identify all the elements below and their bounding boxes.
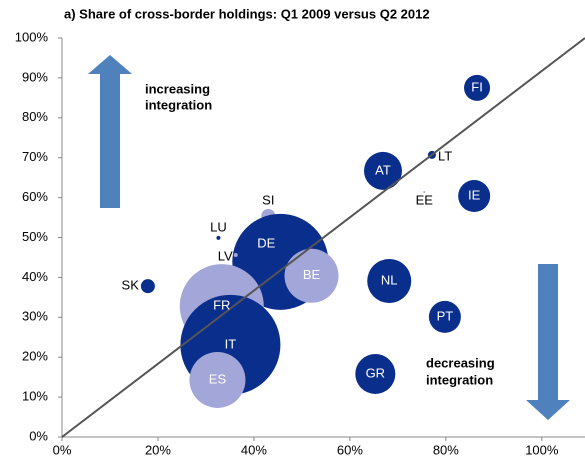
y-tick-label: 20% (22, 349, 48, 364)
bubble-label: PT (437, 308, 454, 323)
y-tick-label: 80% (22, 109, 48, 124)
bubble-label: LU (210, 219, 227, 234)
y-tick-label: 50% (22, 229, 48, 244)
bubble-label: IE (468, 187, 481, 202)
y-tick-label: 0% (29, 428, 48, 443)
y-tick-label: 90% (22, 69, 48, 84)
y-tick-label: 40% (22, 269, 48, 284)
bubble-label: AT (375, 162, 391, 177)
bubble (464, 74, 491, 101)
y-tick-label: 10% (22, 389, 48, 404)
down-arrow (526, 264, 570, 420)
x-tick-label: 60% (337, 442, 363, 457)
bubble-label: NL (381, 272, 398, 287)
bubble (233, 253, 238, 258)
y-tick-label: 70% (22, 149, 48, 164)
annotation: integration (145, 97, 212, 112)
bubble-label: SK (122, 278, 140, 293)
bubble-label: FR (213, 298, 230, 313)
annotation: increasing (145, 81, 210, 96)
x-tick-label: 0% (53, 442, 72, 457)
bubble (363, 151, 402, 190)
x-tick-label: 20% (145, 442, 171, 457)
bubble-label: FI (471, 79, 483, 94)
up-arrow (88, 55, 132, 208)
diagonal (61, 37, 585, 438)
bubble (367, 258, 412, 303)
bubble-label: LV (218, 248, 233, 263)
annotation: integration (426, 372, 493, 387)
bubble-label: ES (209, 371, 227, 386)
bubble (189, 351, 246, 408)
bubble-label: IT (225, 336, 237, 351)
bubble (140, 279, 155, 294)
bubble-label: DE (257, 235, 275, 250)
x-tick-label: 80% (433, 442, 459, 457)
x-tick-label: 40% (241, 442, 267, 457)
bubble (355, 353, 396, 394)
bubble (216, 235, 221, 240)
bubble-label: GR (366, 365, 386, 380)
chart-title: a) Share of cross-border holdings: Q1 20… (64, 6, 430, 21)
bubble-label: LT (438, 148, 452, 163)
bubble (458, 180, 491, 213)
y-tick-label: 100% (15, 29, 49, 44)
y-tick-label: 30% (22, 309, 48, 324)
bubble (428, 300, 461, 333)
x-tick-label: 100% (525, 442, 559, 457)
annotation: decreasing (426, 355, 495, 370)
bubble-label: BE (303, 267, 321, 282)
y-tick-label: 60% (22, 189, 48, 204)
bubble (284, 248, 339, 303)
bubble (423, 191, 426, 194)
bubble-label: EE (416, 192, 434, 207)
bubble-label: SI (262, 192, 274, 207)
